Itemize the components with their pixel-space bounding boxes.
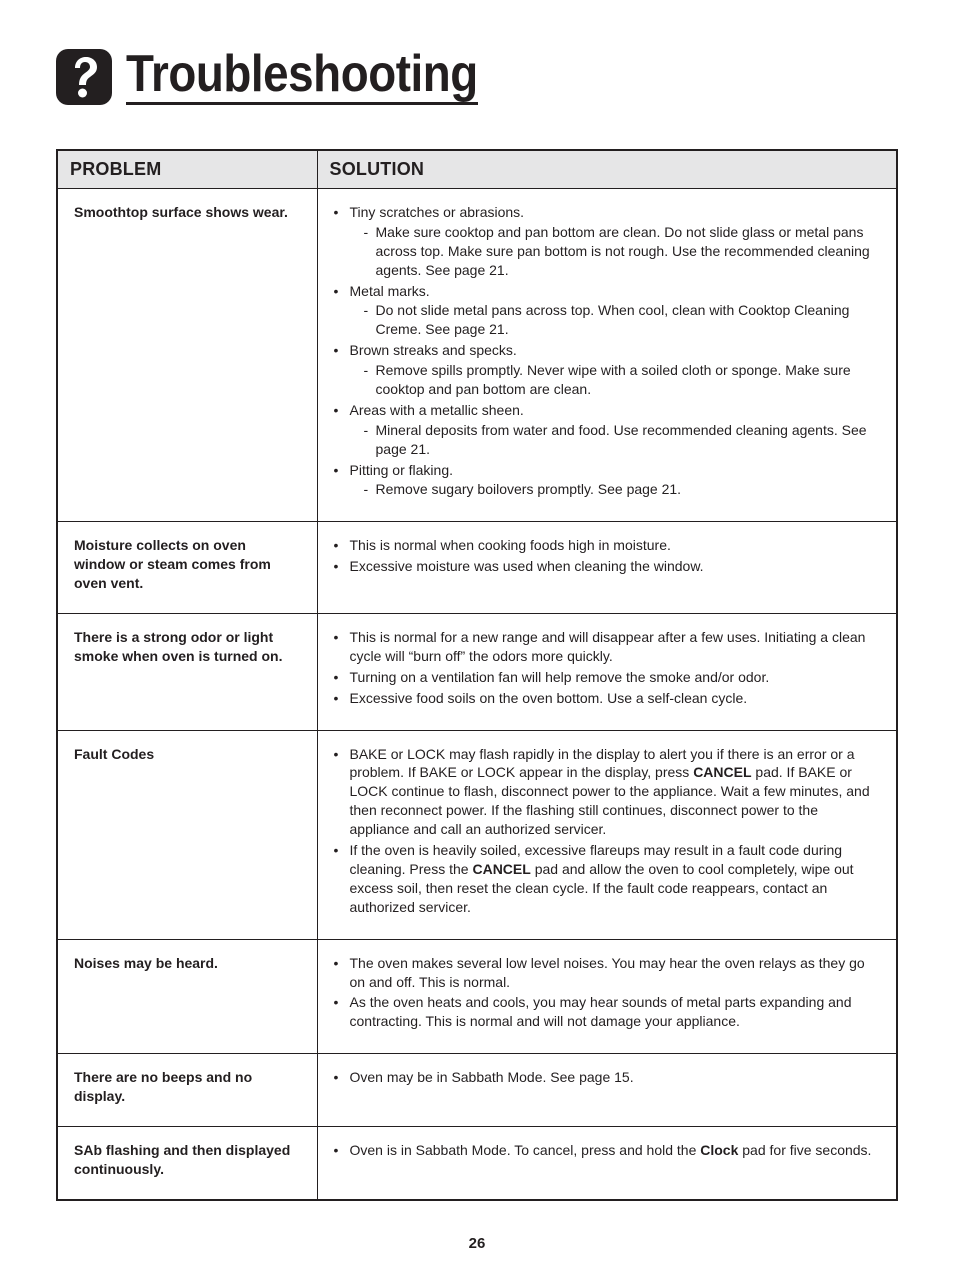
- problem-cell: There is a strong odor or light smoke wh…: [57, 614, 317, 731]
- solution-text: The oven makes several low level noises.…: [350, 955, 865, 990]
- column-header-solution: SOLUTION: [317, 150, 897, 189]
- solution-sublist: Remove spills promptly. Never wipe with …: [350, 361, 881, 399]
- solution-subitem: Remove sugary boilovers promptly. See pa…: [364, 480, 881, 499]
- solution-item: This is normal when cooking foods high i…: [334, 536, 881, 555]
- solution-text: Oven is in Sabbath Mode. To cancel, pres…: [350, 1142, 701, 1158]
- solution-list: The oven makes several low level noises.…: [334, 954, 881, 1032]
- solution-list: Oven may be in Sabbath Mode. See page 15…: [334, 1068, 881, 1087]
- solution-text: Turning on a ventilation fan will help r…: [350, 669, 770, 685]
- solution-list: This is normal when cooking foods high i…: [334, 536, 881, 576]
- page-number: 26: [56, 1235, 898, 1252]
- solution-item: This is normal for a new range and will …: [334, 628, 881, 666]
- bold-text: CANCEL: [472, 861, 530, 877]
- solution-item: Oven is in Sabbath Mode. To cancel, pres…: [334, 1141, 881, 1160]
- solution-text: Brown streaks and specks.: [350, 342, 517, 358]
- problem-cell: Smoothtop surface shows wear.: [57, 189, 317, 522]
- table-row: There are no beeps and no display. Oven m…: [57, 1054, 897, 1127]
- bold-text: CANCEL: [693, 764, 751, 780]
- solution-text: Tiny scratches or abrasions.: [350, 204, 525, 220]
- solution-text: pad for five seconds.: [738, 1142, 871, 1158]
- solution-list: Oven is in Sabbath Mode. To cancel, pres…: [334, 1141, 881, 1160]
- solution-item: Oven may be in Sabbath Mode. See page 15…: [334, 1068, 881, 1087]
- problem-cell: SAb flashing and then displayed continuo…: [57, 1126, 317, 1199]
- solution-list: This is normal for a new range and will …: [334, 628, 881, 708]
- solution-text: Oven may be in Sabbath Mode. See page 15…: [350, 1069, 634, 1085]
- page-title: Troubleshooting: [126, 48, 478, 105]
- solution-text: This is normal when cooking foods high i…: [350, 537, 671, 553]
- solution-list: BAKE or LOCK may flash rapidly in the di…: [334, 745, 881, 917]
- question-icon: [56, 49, 112, 105]
- page-heading: Troubleshooting: [56, 48, 898, 105]
- solution-text: As the oven heats and cools, you may hea…: [350, 994, 852, 1029]
- solution-item: Metal marks. Do not slide metal pans acro…: [334, 282, 881, 340]
- solution-sublist: Do not slide metal pans across top. When…: [350, 301, 881, 339]
- solution-cell: This is normal when cooking foods high i…: [317, 522, 897, 614]
- solution-cell: Oven may be in Sabbath Mode. See page 15…: [317, 1054, 897, 1127]
- problem-cell: Fault Codes: [57, 730, 317, 939]
- solution-subitem: Make sure cooktop and pan bottom are cle…: [364, 223, 881, 280]
- column-header-problem: PROBLEM: [57, 150, 317, 189]
- solution-cell: Oven is in Sabbath Mode. To cancel, pres…: [317, 1126, 897, 1199]
- problem-cell: Moisture collects on oven window or stea…: [57, 522, 317, 614]
- solution-text: Excessive food soils on the oven bottom.…: [350, 690, 748, 706]
- table-row: Smoothtop surface shows wear.Tiny scratc…: [57, 189, 897, 522]
- table-row: Noises may be heard. The oven makes sever…: [57, 939, 897, 1054]
- solution-cell: The oven makes several low level noises.…: [317, 939, 897, 1054]
- solution-item: BAKE or LOCK may flash rapidly in the di…: [334, 745, 881, 839]
- problem-cell: Noises may be heard.: [57, 939, 317, 1054]
- solution-sublist: Make sure cooktop and pan bottom are cle…: [350, 223, 881, 280]
- solution-text: Metal marks.: [350, 283, 430, 299]
- solution-item: As the oven heats and cools, you may hea…: [334, 993, 881, 1031]
- solution-text: This is normal for a new range and will …: [350, 629, 866, 664]
- solution-list: Tiny scratches or abrasions. Make sure co…: [334, 203, 881, 499]
- solution-cell: BAKE or LOCK may flash rapidly in the di…: [317, 730, 897, 939]
- table-row: SAb flashing and then displayed continuo…: [57, 1126, 897, 1199]
- solution-item: Pitting or flaking. Remove sugary boilove…: [334, 461, 881, 500]
- solution-subitem: Remove spills promptly. Never wipe with …: [364, 361, 881, 399]
- solution-item: If the oven is heavily soiled, excessive…: [334, 841, 881, 917]
- solution-text: Pitting or flaking.: [350, 462, 454, 478]
- problem-cell: There are no beeps and no display.: [57, 1054, 317, 1127]
- table-row: Fault CodesBAKE or LOCK may flash rapidl…: [57, 730, 897, 939]
- solution-item: Tiny scratches or abrasions. Make sure co…: [334, 203, 881, 280]
- solution-cell: Tiny scratches or abrasions. Make sure co…: [317, 189, 897, 522]
- solution-item: Excessive moisture was used when cleanin…: [334, 557, 881, 576]
- solution-item: Turning on a ventilation fan will help r…: [334, 668, 881, 687]
- solution-item: Excessive food soils on the oven bottom.…: [334, 689, 881, 708]
- solution-text: Areas with a metallic sheen.: [350, 402, 524, 418]
- solution-sublist: Mineral deposits from water and food. Us…: [350, 421, 881, 459]
- bold-text: Clock: [700, 1142, 738, 1158]
- solution-subitem: Mineral deposits from water and food. Us…: [364, 421, 881, 459]
- page: Troubleshooting PROBLEM SOLUTION Smootht…: [0, 0, 954, 1282]
- solution-item: Areas with a metallic sheen. Mineral depo…: [334, 401, 881, 459]
- solution-subitem: Do not slide metal pans across top. When…: [364, 301, 881, 339]
- solution-cell: This is normal for a new range and will …: [317, 614, 897, 731]
- solution-item: The oven makes several low level noises.…: [334, 954, 881, 992]
- solution-item: Brown streaks and specks. Remove spills p…: [334, 341, 881, 399]
- table-row: There is a strong odor or light smoke wh…: [57, 614, 897, 731]
- solution-sublist: Remove sugary boilovers promptly. See pa…: [350, 480, 881, 499]
- table-row: Moisture collects on oven window or stea…: [57, 522, 897, 614]
- troubleshooting-table: PROBLEM SOLUTION Smoothtop surface shows…: [56, 149, 898, 1201]
- solution-text: Excessive moisture was used when cleanin…: [350, 558, 704, 574]
